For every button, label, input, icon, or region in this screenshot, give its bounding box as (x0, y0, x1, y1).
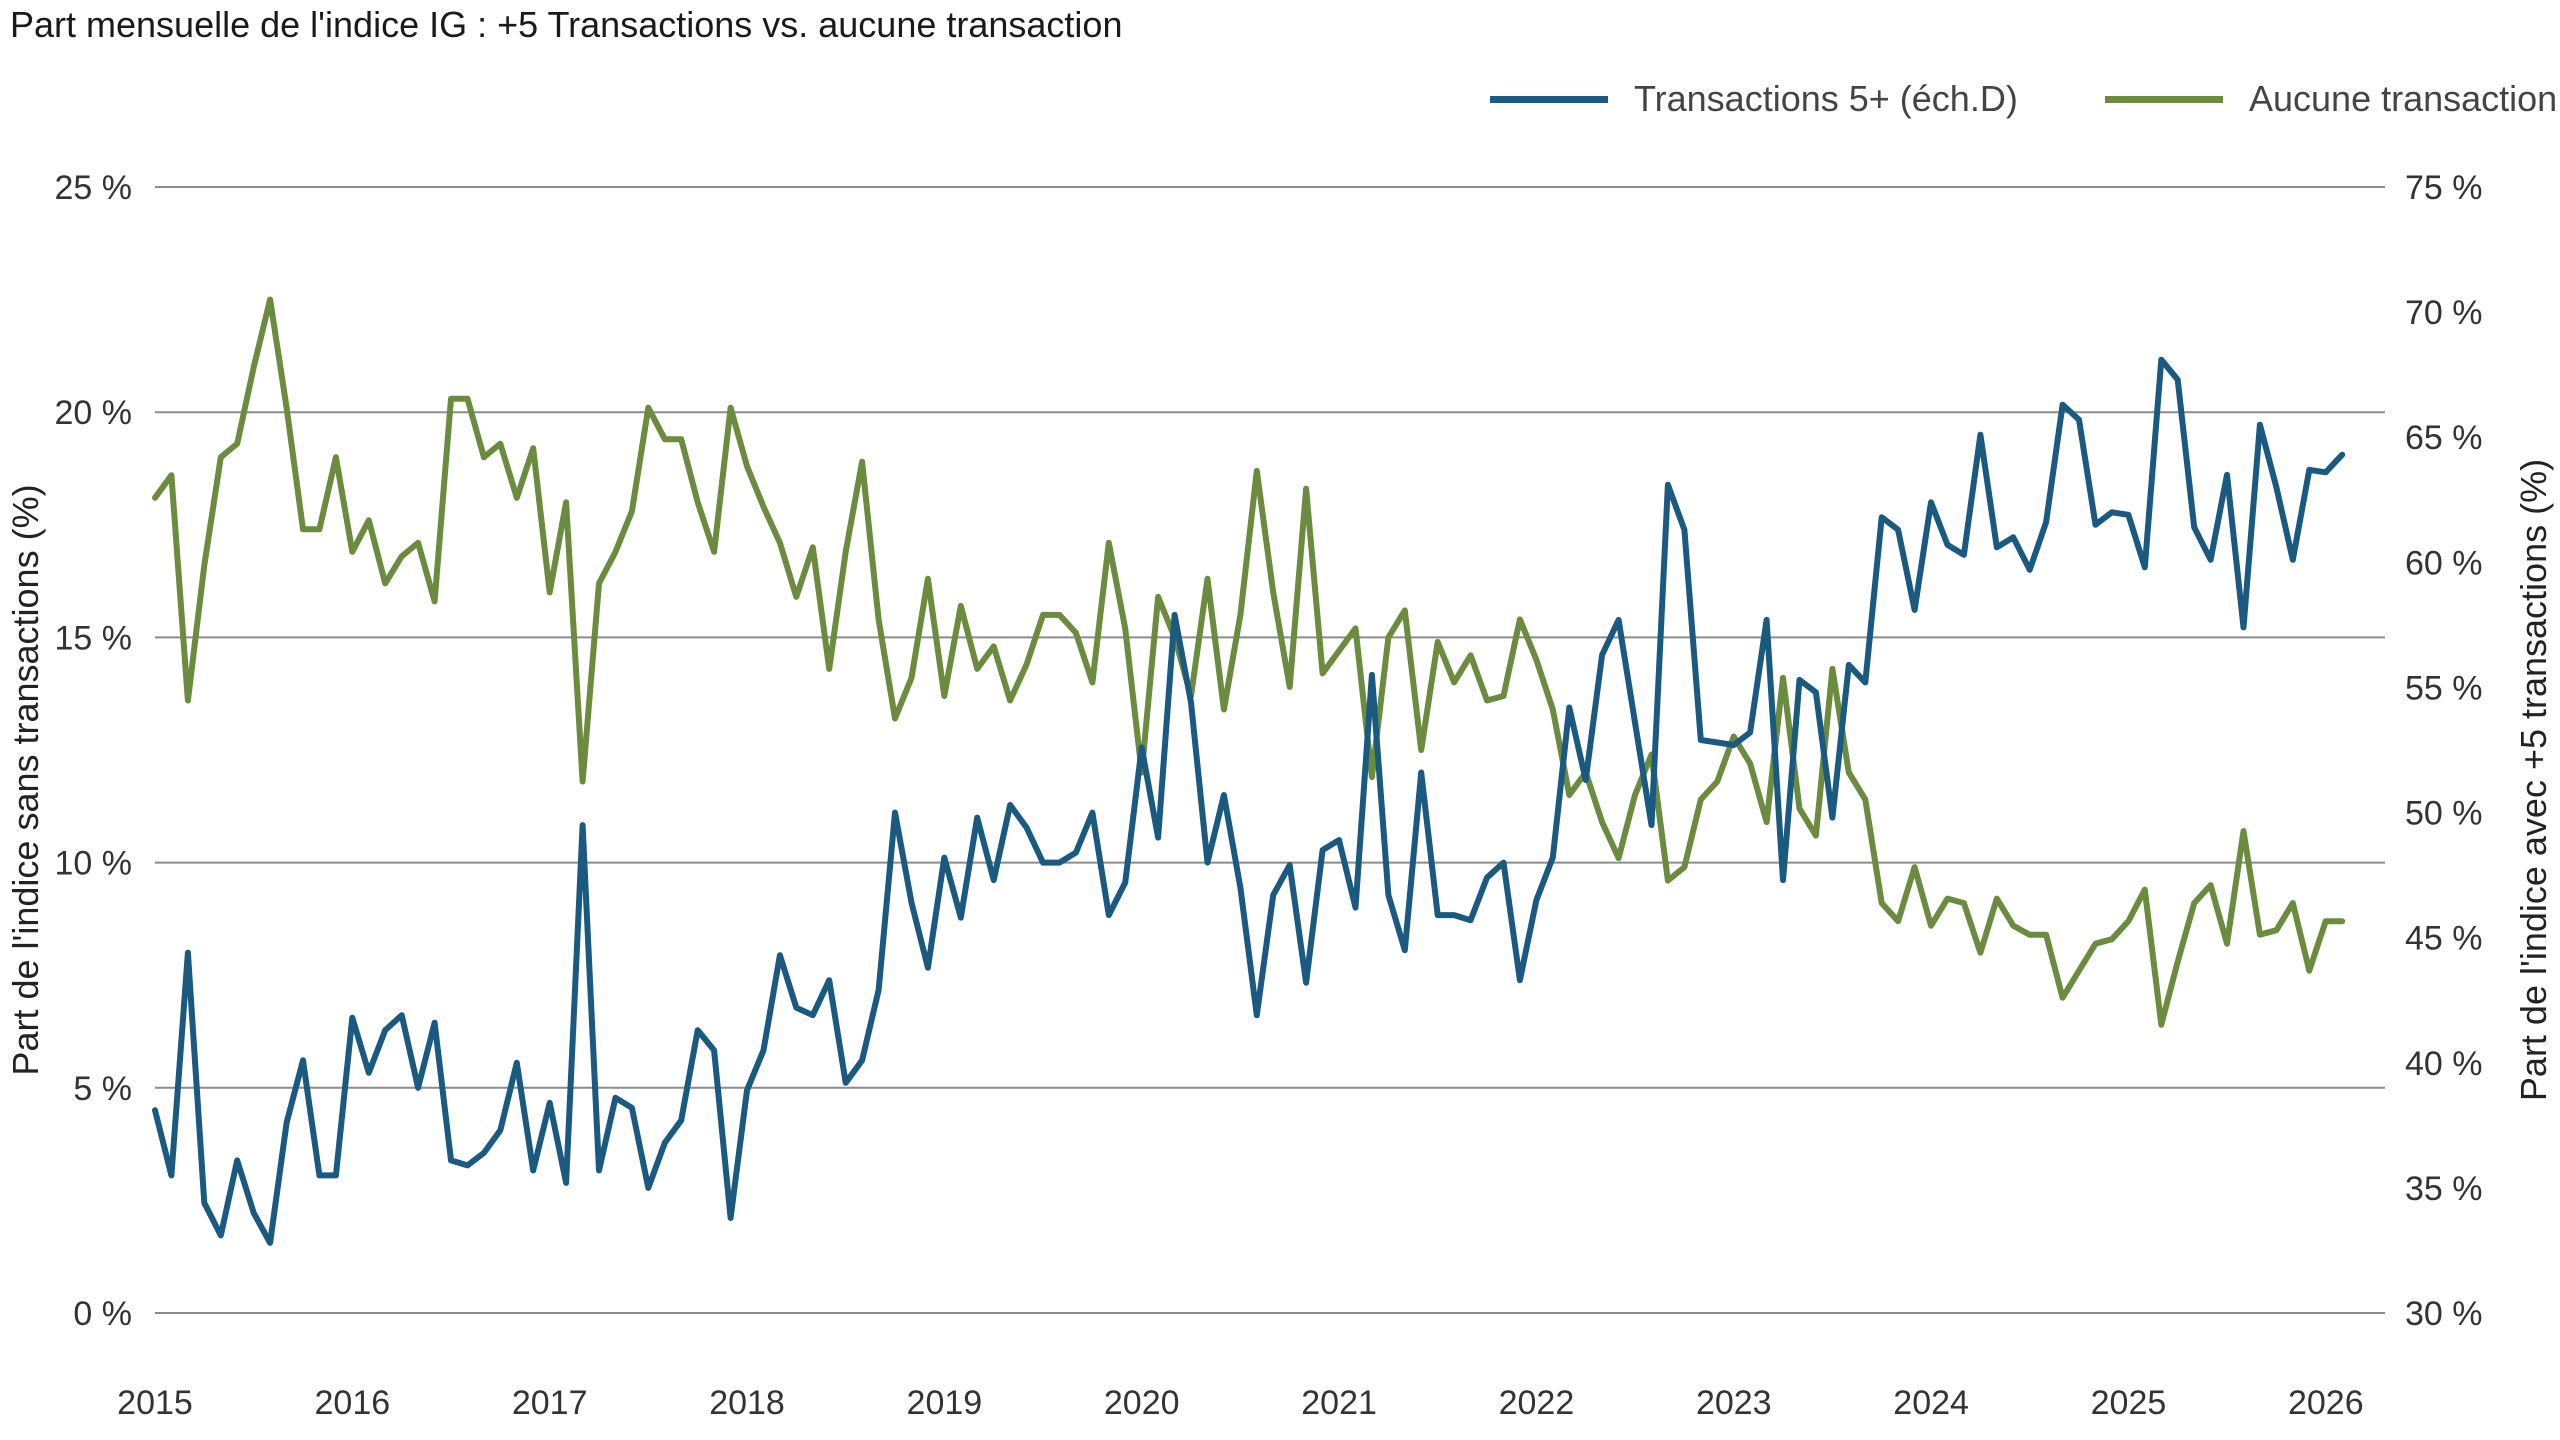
y-tick-left: 25 % (55, 169, 133, 207)
gridlines (155, 186, 2385, 1314)
chart-title: Part mensuelle de l'indice IG : +5 Trans… (10, 4, 1123, 45)
legend-label-transactions: Transactions 5+ (éch.D) (1634, 78, 2018, 119)
legend-swatch-aucune (2105, 95, 2223, 103)
y-tick-right: 65 % (2405, 419, 2483, 457)
x-tick: 2016 (315, 1384, 391, 1422)
y-tick-right: 70 % (2405, 294, 2483, 332)
y-tick-left: 0 % (73, 1295, 132, 1333)
x-tick: 2019 (907, 1384, 983, 1422)
series-line-aucune (152, 296, 2346, 1028)
x-tick: 2020 (1104, 1384, 1180, 1422)
x-tick: 2015 (117, 1384, 193, 1422)
x-tick: 2017 (512, 1384, 588, 1422)
x-axis-ticks: 2015 2016 2017 2018 2019 2020 2021 2022 2023 2024… (117, 1384, 2363, 1422)
y-tick-left: 5 % (73, 1070, 132, 1108)
legend-label-aucune: Aucune transaction (2249, 78, 2558, 119)
y-tick-right: 30 % (2405, 1295, 2483, 1333)
series-lines (152, 296, 2346, 1246)
y-tick-right: 75 % (2405, 169, 2483, 207)
x-tick: 2018 (709, 1384, 785, 1422)
x-tick: 2023 (1696, 1384, 1772, 1422)
x-tick: 2022 (1499, 1384, 1575, 1422)
y-tick-left: 10 % (55, 845, 133, 883)
y-tick-left: 20 % (55, 394, 133, 432)
left-axis-ticks: 0 % 5 % 10 % 15 % 20 % 25 % (55, 169, 133, 1333)
y-tick-right: 40 % (2405, 1045, 2483, 1083)
y-axis-title-right: Part de l'indice avec +5 transactions (%… (2513, 459, 2554, 1101)
x-tick: 2024 (1893, 1384, 1969, 1422)
y-tick-left: 15 % (55, 619, 133, 657)
x-tick: 2021 (1301, 1384, 1377, 1422)
y-axis-title-left: Part de l'indice sans transactions (%) (5, 484, 46, 1075)
legend-swatch-transactions (1490, 95, 1608, 103)
right-axis-ticks: 30 % 35 % 40 % 45 % 50 % 55 % 60 % 65 % 70 % 75 % (2405, 169, 2483, 1333)
y-tick-right: 55 % (2405, 669, 2483, 707)
y-tick-right: 35 % (2405, 1170, 2483, 1208)
series-line-transactions (152, 356, 2346, 1246)
legend-item-aucune: Aucune transaction (2105, 78, 2557, 120)
legend-item-transactions: Transactions 5+ (éch.D) (1490, 78, 2018, 120)
y-tick-right: 45 % (2405, 920, 2483, 958)
y-tick-right: 50 % (2405, 795, 2483, 833)
y-tick-right: 60 % (2405, 544, 2483, 582)
x-tick: 2025 (2091, 1384, 2167, 1422)
x-tick: 2026 (2288, 1384, 2364, 1422)
